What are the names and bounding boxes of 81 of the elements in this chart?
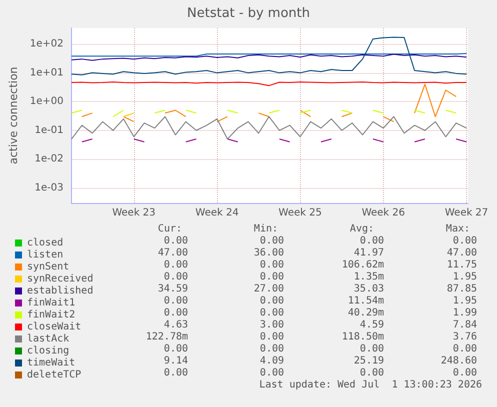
text: 122.78m (146, 332, 188, 342)
y-tick-label: 1e-01 (34, 124, 64, 136)
chart-title: Netstat - by month (187, 6, 310, 21)
text: 0.00 (452, 368, 478, 378)
text: 40.29m (348, 308, 384, 318)
text: 0.00 (260, 296, 284, 306)
text: 25.19 (354, 356, 384, 366)
text: 0.00 (260, 260, 284, 270)
text: 0.00 (164, 308, 188, 318)
text: 0.00 (260, 236, 284, 246)
text: 0.00 (164, 296, 188, 306)
text: 47.00 (158, 248, 188, 258)
text: 0.00 (452, 236, 478, 246)
text: 7.84 (452, 320, 478, 330)
text: 9.14 (164, 356, 188, 366)
legend-label: timeWait (27, 358, 76, 368)
line-series (71, 36, 468, 76)
legend-label: closed (27, 238, 64, 248)
text: Avg: (350, 224, 374, 234)
text: 4.63 (164, 320, 188, 330)
x-tick-label: Week 24 (195, 208, 239, 218)
text: 0.00 (452, 344, 478, 354)
text: Last update: Wed Jul 1 13:00:23 2026 (259, 380, 482, 390)
text: 0.00 (260, 368, 284, 378)
text: 0.00 (260, 272, 284, 282)
legend-label: synReceived (27, 274, 94, 284)
text: 1.99 (452, 308, 478, 318)
legend-label: closing (27, 346, 70, 356)
text: 0.00 (164, 344, 188, 354)
legend-label: lastAck (27, 334, 70, 344)
legend-label: synSent (27, 262, 70, 272)
text: Min: (254, 224, 278, 234)
text: 27.00 (254, 284, 284, 294)
text: 0.00 (164, 272, 188, 282)
text: 11.54m (348, 296, 384, 306)
legend-label: finWait2 (27, 310, 76, 320)
legend-label: deleteTCP (27, 370, 82, 380)
text: Cur: (158, 224, 182, 234)
y-tick-label: 1e+01 (30, 67, 64, 78)
y-tick-label: 1e-03 (34, 182, 64, 194)
text: 87.85 (446, 284, 478, 294)
line-series (71, 116, 468, 140)
y-tick-label: 1e+00 (30, 96, 64, 108)
text: 0.00 (360, 368, 384, 378)
text: 34.59 (158, 284, 188, 294)
line-series (71, 54, 468, 61)
x-tick-label: Week 23 (112, 208, 156, 218)
text: 3.00 (260, 320, 284, 330)
text: 4.59 (360, 320, 384, 330)
x-tick-label: Week 26 (362, 208, 406, 218)
text: 0.00 (164, 260, 188, 270)
text: 1.95 (452, 296, 478, 306)
text: 0.00 (260, 332, 284, 342)
text: 1.95 (452, 272, 478, 282)
text: 0.00 (360, 344, 384, 354)
x-tick-label: Week 27 (444, 208, 488, 218)
text: 248.60 (440, 356, 477, 366)
legend-label: finWait1 (27, 298, 76, 308)
text: 41.97 (354, 248, 384, 258)
x-tick-label: Week 25 (278, 208, 322, 218)
text: Max: (446, 224, 470, 234)
text: 3.76 (452, 332, 478, 342)
text: 1.35m (354, 272, 384, 282)
text: 47.00 (446, 248, 478, 258)
text: 35.03 (354, 284, 384, 294)
text: 0.00 (260, 308, 284, 318)
text: 4.09 (260, 356, 284, 366)
text: 0.00 (360, 236, 384, 246)
text: 0.00 (260, 344, 284, 354)
y-tick-label: 1e-02 (34, 154, 64, 165)
text: 106.62m (342, 260, 384, 270)
legend-label: listen (27, 250, 64, 260)
text: 11.75 (446, 260, 478, 270)
y-axis-title: active connection (7, 66, 20, 164)
y-tick-label: 1e+02 (30, 38, 64, 50)
text: 118.50m (342, 332, 384, 342)
legend-label: closeWait (27, 322, 82, 332)
text: 36.00 (254, 248, 284, 258)
text: 0.00 (164, 236, 188, 246)
text: 0.00 (164, 368, 188, 378)
legend-label: established (27, 286, 94, 296)
